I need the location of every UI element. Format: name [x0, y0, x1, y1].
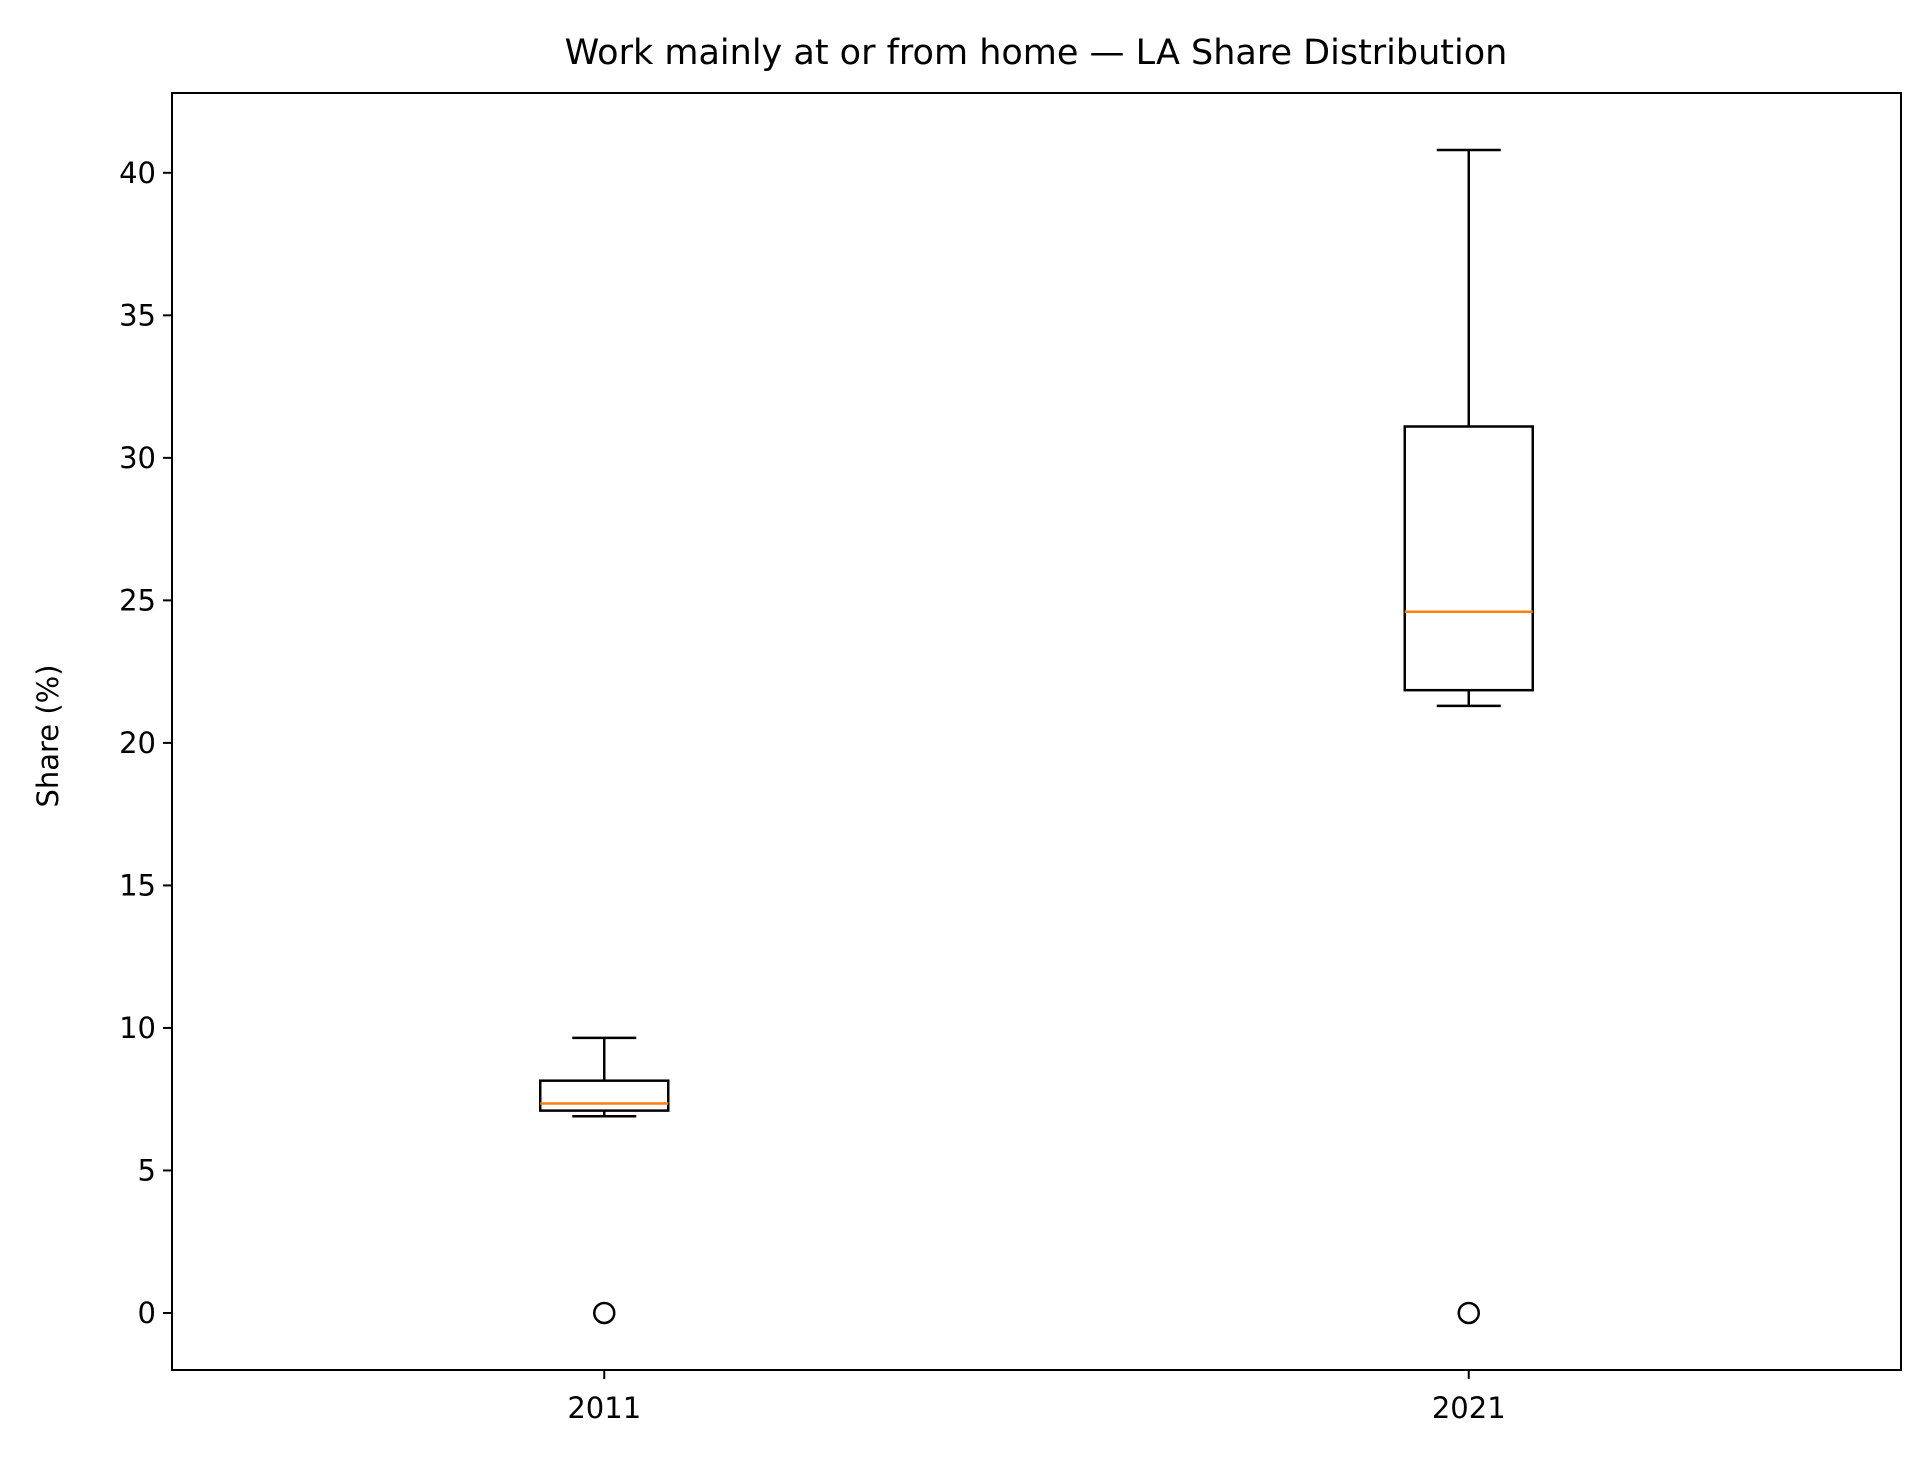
- axes-frame: [171, 92, 1902, 1371]
- x-tick-label: 2011: [567, 1391, 641, 1425]
- y-tick-label: 25: [119, 583, 156, 617]
- iqr-box: [1403, 425, 1534, 692]
- y-tick-label: 20: [119, 726, 156, 760]
- chart-title: Work mainly at or from home — LA Share D…: [565, 33, 1508, 73]
- outlier-point: [1457, 1301, 1480, 1325]
- y-tick-label: 10: [119, 1011, 156, 1045]
- y-axis-label: Share (%): [31, 664, 65, 807]
- y-tick-label: 40: [119, 156, 156, 190]
- x-tick-label: 2021: [1432, 1391, 1506, 1425]
- y-tick-label: 5: [138, 1153, 156, 1187]
- outlier-point: [593, 1301, 616, 1325]
- y-tick-label: 35: [119, 298, 156, 332]
- y-tick-label: 0: [138, 1296, 156, 1330]
- iqr-box: [539, 1079, 670, 1112]
- plot-area: 0 5 10 15 20 25 30 35 40 2011 2021: [119, 148, 1534, 1425]
- y-tick-label: 15: [119, 868, 156, 902]
- y-tick-label: 30: [119, 441, 156, 475]
